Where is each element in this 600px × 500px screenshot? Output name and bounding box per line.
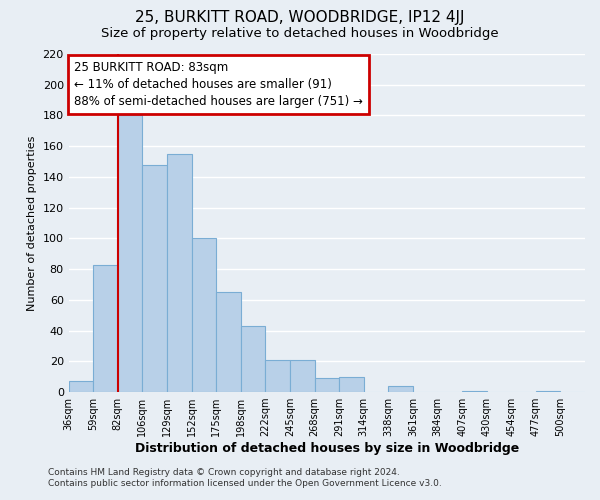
Bar bbox=[290, 360, 314, 392]
Bar bbox=[388, 386, 413, 392]
Bar bbox=[167, 154, 191, 392]
Bar bbox=[93, 264, 118, 392]
Bar bbox=[265, 360, 290, 392]
Bar bbox=[314, 378, 339, 392]
Bar bbox=[68, 382, 93, 392]
Bar bbox=[142, 164, 167, 392]
Bar bbox=[462, 390, 487, 392]
Y-axis label: Number of detached properties: Number of detached properties bbox=[27, 136, 37, 310]
Bar bbox=[536, 390, 560, 392]
Bar bbox=[241, 326, 265, 392]
Bar bbox=[216, 292, 241, 392]
Text: 25 BURKITT ROAD: 83sqm
← 11% of detached houses are smaller (91)
88% of semi-det: 25 BURKITT ROAD: 83sqm ← 11% of detached… bbox=[74, 61, 363, 108]
Bar bbox=[339, 376, 364, 392]
Text: Size of property relative to detached houses in Woodbridge: Size of property relative to detached ho… bbox=[101, 28, 499, 40]
X-axis label: Distribution of detached houses by size in Woodbridge: Distribution of detached houses by size … bbox=[135, 442, 519, 455]
Text: Contains HM Land Registry data © Crown copyright and database right 2024.
Contai: Contains HM Land Registry data © Crown c… bbox=[48, 468, 442, 487]
Bar bbox=[118, 116, 142, 392]
Bar bbox=[191, 238, 216, 392]
Text: 25, BURKITT ROAD, WOODBRIDGE, IP12 4JJ: 25, BURKITT ROAD, WOODBRIDGE, IP12 4JJ bbox=[135, 10, 465, 25]
